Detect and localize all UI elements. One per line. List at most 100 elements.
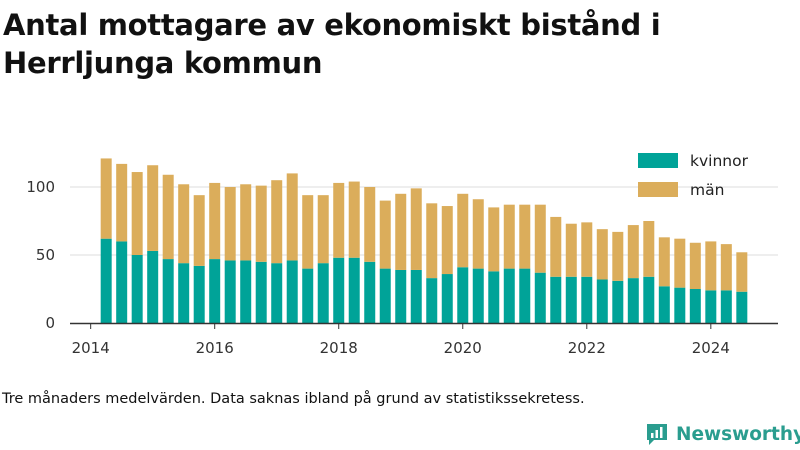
y-tick-label: 100	[26, 178, 55, 196]
bar-segment-kvinnor	[410, 269, 422, 323]
bar-segment-kvinnor	[379, 268, 391, 323]
chart-title: Antal mottagare av ekonomiskt bistånd i …	[3, 8, 661, 80]
bar-segment-kvinnor	[550, 276, 562, 323]
bar-segment-man	[100, 158, 112, 239]
brand-name: Newsworthy	[676, 423, 800, 445]
bar-segment-man	[674, 238, 686, 288]
bar-segment-man	[720, 244, 732, 291]
bar-segment-man	[147, 165, 159, 251]
bar-segment-kvinnor	[488, 271, 500, 323]
bar-segment-man	[550, 216, 562, 277]
bar-segment-man	[457, 193, 469, 268]
bar-segment-man	[379, 200, 391, 269]
bars	[100, 158, 748, 323]
bar-segment-man	[364, 187, 376, 262]
y-tick-label: 0	[45, 314, 55, 332]
bar-segment-kvinnor	[364, 261, 376, 323]
bar-segment-kvinnor	[441, 274, 453, 323]
bar-segment-kvinnor	[643, 276, 655, 323]
stacked-bar-chart: 0 50 100 2014 2016 2018 2020 2022 2024 kvinnor mä…	[26, 152, 778, 357]
bar-segment-man	[472, 199, 484, 269]
gridlines	[70, 186, 778, 256]
bar-segment-kvinnor	[565, 276, 577, 323]
bar-segment-kvinnor	[395, 269, 407, 323]
bar-segment-man	[317, 195, 329, 264]
bar-segment-man	[302, 195, 314, 269]
bar-segment-man	[581, 222, 593, 277]
bar-segment-kvinnor	[472, 268, 484, 323]
bar-segment-man	[705, 241, 717, 291]
legend: kvinnor män	[638, 152, 749, 199]
bar-segment-kvinnor	[503, 268, 515, 323]
legend-label-man: män	[690, 181, 724, 199]
bar-segment-kvinnor	[147, 250, 159, 323]
bar-segment-kvinnor	[224, 260, 236, 323]
bar-segment-kvinnor	[457, 267, 469, 323]
bar-segment-man	[286, 173, 298, 261]
bar-segment-kvinnor	[100, 238, 112, 323]
bar-segment-kvinnor	[255, 261, 267, 323]
axes: 0 50 100 2014 2016 2018 2020 2022 2024	[26, 178, 778, 357]
bar-segment-man	[503, 204, 515, 269]
bar-segment-kvinnor	[426, 278, 438, 323]
x-tick-label: 2016	[196, 339, 234, 357]
bar-segment-man	[643, 221, 655, 277]
bar-segment-man	[178, 184, 190, 264]
bar-segment-man	[689, 242, 701, 289]
bar-segment-man	[488, 207, 500, 272]
bar-segment-man	[410, 188, 422, 270]
bar-segment-man	[736, 252, 748, 292]
brand-logo[interactable]: Newsworthy	[645, 419, 800, 449]
bar-segment-man	[612, 231, 624, 281]
bar-segment-kvinnor	[705, 290, 717, 323]
bar-segment-man	[255, 185, 267, 262]
x-tick-label: 2024	[692, 339, 730, 357]
bar-segment-kvinnor	[131, 255, 143, 323]
bar-segment-kvinnor	[736, 291, 748, 323]
bar-segment-kvinnor	[317, 263, 329, 323]
x-tick-label: 2020	[444, 339, 482, 357]
bar-segment-kvinnor	[178, 263, 190, 323]
bar-segment-kvinnor	[534, 272, 546, 323]
bar-segment-man	[209, 182, 221, 260]
bar-segment-man	[426, 203, 438, 279]
chart-footnote: Tre månaders medelvärden. Data saknas ib…	[2, 391, 585, 407]
bar-segment-kvinnor	[627, 278, 639, 323]
bar-segment-kvinnor	[302, 268, 314, 323]
bar-segment-man	[193, 195, 205, 266]
bar-segment-kvinnor	[116, 241, 128, 323]
bar-segment-kvinnor	[720, 290, 732, 323]
x-tick-label: 2014	[72, 339, 110, 357]
bar-segment-kvinnor	[519, 268, 531, 323]
bar-segment-man	[224, 187, 236, 261]
bar-segment-man	[240, 184, 252, 261]
bar-segment-man	[162, 174, 174, 260]
bar-segment-kvinnor	[240, 260, 252, 323]
bar-segment-kvinnor	[286, 260, 298, 323]
bar-segment-kvinnor	[271, 263, 283, 323]
bar-segment-man	[271, 180, 283, 264]
bar-segment-man	[348, 181, 360, 258]
bar-segment-man	[519, 204, 531, 269]
bar-segment-man	[116, 163, 128, 242]
bar-segment-kvinnor	[689, 289, 701, 323]
bar-segment-man	[395, 193, 407, 270]
bar-segment-man	[658, 237, 670, 287]
y-tick-label: 50	[36, 246, 55, 264]
bar-segment-kvinnor	[193, 265, 205, 323]
bar-segment-kvinnor	[348, 257, 360, 323]
bar-segment-kvinnor	[581, 276, 593, 323]
bar-segment-man	[131, 172, 143, 255]
legend-swatch-kvinnor	[638, 153, 678, 168]
bar-segment-man	[534, 204, 546, 273]
x-tick-label: 2018	[320, 339, 358, 357]
bar-segment-man	[627, 225, 639, 279]
bar-segment-man	[441, 206, 453, 275]
bar-segment-man	[333, 182, 345, 258]
legend-swatch-man	[638, 182, 678, 197]
bar-segment-kvinnor	[612, 280, 624, 323]
newsworthy-logo-icon	[647, 424, 667, 445]
bar-segment-man	[596, 229, 608, 280]
bar-segment-kvinnor	[658, 286, 670, 323]
legend-label-kvinnor: kvinnor	[690, 152, 749, 170]
